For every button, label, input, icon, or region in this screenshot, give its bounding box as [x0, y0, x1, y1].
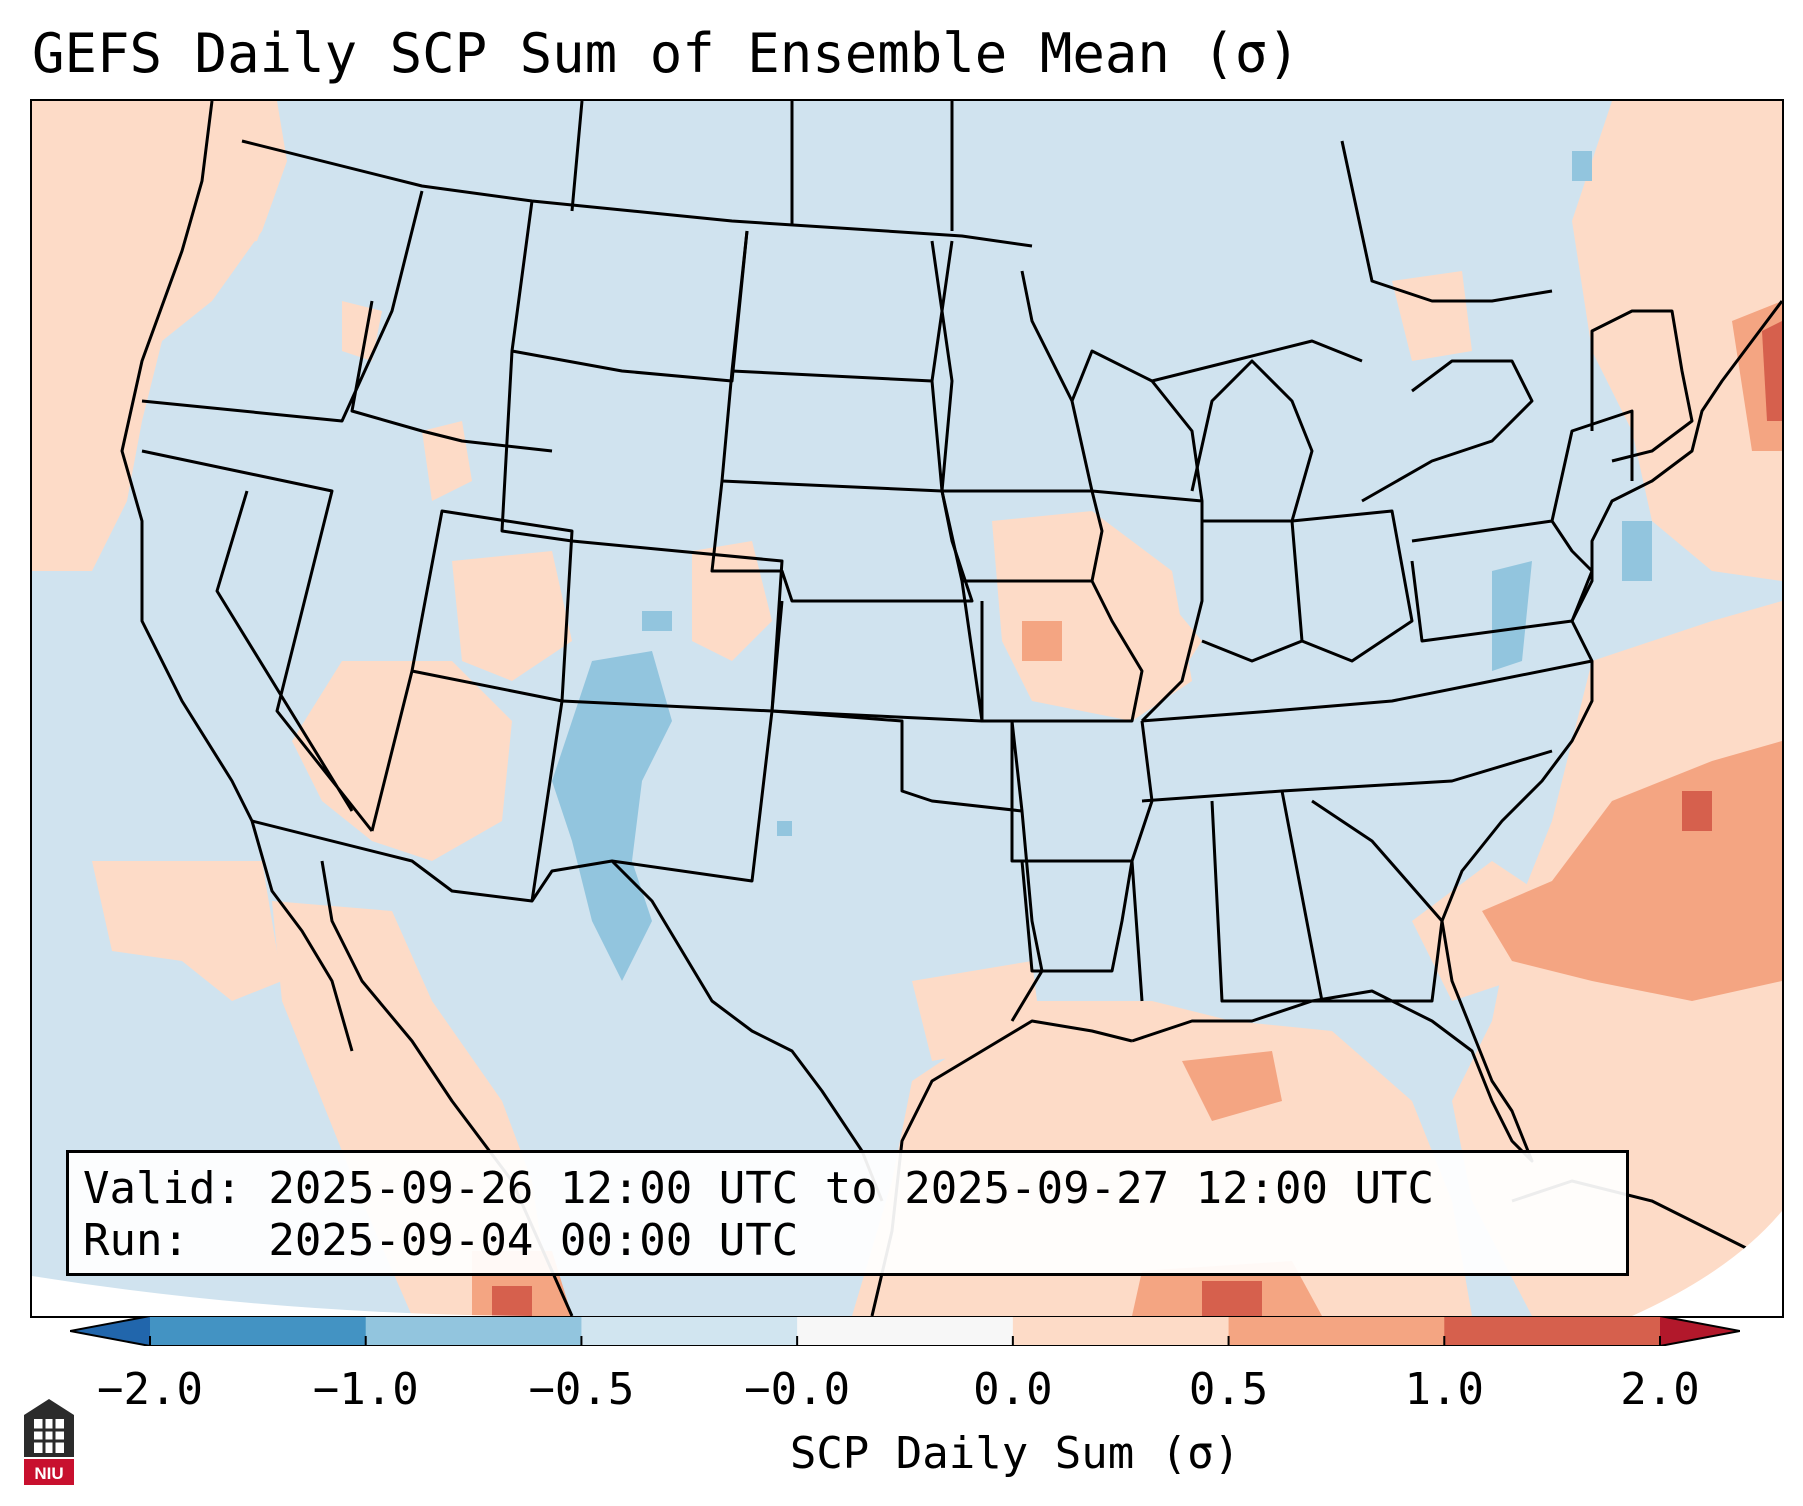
southeast-states: [1130, 790, 1444, 1003]
colorbar-tick-label: −0.0: [744, 1364, 851, 1415]
quebec-positive-patch: [1392, 271, 1472, 361]
political-borders: [120, 101, 1782, 1316]
colorbar-tick-label: −2.0: [97, 1364, 203, 1415]
colorbar-under-extension: [70, 1316, 150, 1346]
idaho-positive-patch: [342, 301, 382, 361]
canada-province-lines: [570, 101, 1553, 303]
colorbar-tick-label: 0.5: [1188, 1364, 1269, 1415]
mid-atlantic-offshore-positive: [1592, 661, 1692, 761]
map-edge-wedge-right: [1632, 1211, 1782, 1316]
niu-logo-grid: [34, 1419, 64, 1453]
kentucky-tennessee: [1141, 659, 1593, 803]
gulf-core-positive: [1182, 1051, 1282, 1121]
minnesota-iowa: [930, 240, 1094, 493]
southwest-positive: [292, 661, 512, 861]
niu-logo-text: NIU: [34, 1464, 63, 1483]
oklahoma-texas: [771, 709, 1044, 1022]
texas-negative-patch: [777, 821, 792, 836]
colorbar-tick-label: 2.0: [1620, 1364, 1700, 1415]
pennsylvania-ny: [1410, 409, 1634, 643]
niu-logo-band: [24, 1459, 74, 1485]
utah-arizona: [370, 509, 574, 832]
gulf-coast-us: [1131, 920, 1534, 1163]
missouri-positive: [1022, 621, 1062, 661]
great-lakes-shore: [1361, 359, 1534, 503]
michigan: [1151, 339, 1363, 522]
washington-positive: [182, 101, 282, 251]
run-time-text: Run: 2025-09-04 00:00 UTC: [83, 1215, 799, 1266]
colorbar-bin: [581, 1316, 798, 1346]
colorbar-bin: [1012, 1316, 1230, 1346]
atlantic-negative: [1622, 521, 1652, 581]
atlantic-coast: [1440, 300, 1782, 922]
new-england: [1590, 309, 1694, 463]
ohio-valley-positive: [1072, 581, 1202, 701]
colorbar-over-extension: [1660, 1316, 1740, 1346]
chart-title: GEFS Daily SCP Sum of Ensemble Mean (σ): [32, 22, 1300, 85]
colorbar-tick-label: 1.0: [1404, 1364, 1485, 1415]
colorbar-bin: [797, 1316, 1014, 1346]
atlantic-max: [1682, 791, 1712, 831]
pacific-coast: [120, 101, 354, 1052]
niu-logo-windows: [34, 1419, 64, 1453]
colorbar-tick-label: −1.0: [312, 1364, 419, 1415]
colorado-nm: [530, 539, 784, 902]
colorado-negative-patch: [642, 611, 672, 631]
valid-time-text: Valid: 2025-09-26 12:00 UTC to 2025-09-2…: [83, 1163, 1435, 1214]
colorbar-bin: [150, 1316, 367, 1346]
quebec-negative-patch: [1572, 151, 1592, 181]
washington-oregon-idaho: [141, 190, 553, 453]
canada-us-border: [241, 139, 1033, 248]
negative-anomaly-areas: [552, 151, 1652, 981]
dakotas: [720, 230, 954, 493]
colorbar-bin: [365, 1316, 582, 1346]
utah-positive: [452, 551, 572, 681]
virginia-negative: [1492, 561, 1532, 671]
new-mexico-negative: [552, 651, 672, 981]
iowa-missouri: [940, 490, 1144, 723]
colorbar-bin: [1444, 1316, 1661, 1346]
niu-logo: NIU: [24, 1399, 74, 1485]
colorbar-tick-label: 0.0: [973, 1364, 1053, 1415]
map-panel: [30, 99, 1784, 1318]
colorbar-tick-label: −0.5: [528, 1364, 635, 1415]
arizona-negative-patch: [572, 741, 602, 791]
map-svg: [32, 101, 1782, 1316]
pacific-sw-positive: [92, 861, 282, 1001]
us-mexico-border: [251, 819, 884, 1202]
indiana-ohio: [1201, 509, 1414, 663]
mexico-max: [1202, 1281, 1262, 1316]
colorbar: [70, 1316, 1740, 1346]
colorbar-bin: [1228, 1316, 1445, 1346]
oregon-california-nevada: [141, 449, 374, 832]
maine-max: [1762, 321, 1782, 421]
high-positive-anomaly-areas: [492, 321, 1782, 1316]
validity-info-box: Valid: 2025-09-26 12:00 UTC to 2025-09-2…: [66, 1150, 1629, 1276]
map-edge-wedge: [32, 1276, 552, 1316]
montana-wyoming: [500, 200, 749, 543]
colorbar-label: SCP Daily Sum (σ): [789, 1428, 1241, 1479]
pacific-max: [492, 1286, 532, 1316]
